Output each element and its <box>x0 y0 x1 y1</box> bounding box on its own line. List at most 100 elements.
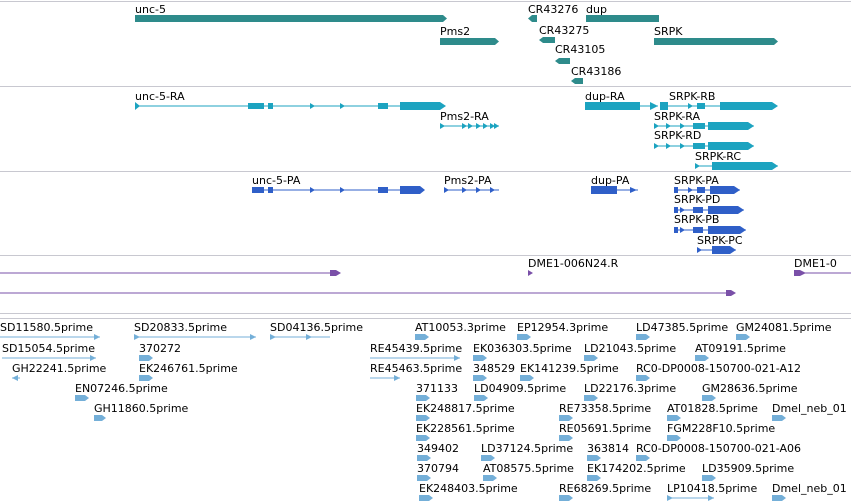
est-gh11860[interactable]: GH11860.5prime <box>94 402 189 421</box>
gene-label-srpk: SRPK <box>654 25 683 38</box>
est-gh22241[interactable]: GH22241.5prime <box>12 362 107 381</box>
transcript-track: unc-5-RA dup-RA SRPK-RB Pms2-RA <box>135 90 778 170</box>
est-371133[interactable]: 371133 <box>416 382 458 401</box>
est-sd20833[interactable]: SD20833.5prime <box>134 321 256 340</box>
est-arrow <box>636 455 650 461</box>
est-370272[interactable]: 370272 <box>139 342 181 361</box>
transcript-feature-pms2-ra[interactable]: Pms2-RA <box>440 110 499 129</box>
est-label-ek174202: EK174202.5prime <box>587 462 686 475</box>
est-track: SD11580.5prime SD20833.5prime SD04136.5p… <box>0 321 847 501</box>
est-rc0-a12[interactable]: RC0-DP0008-150700-021-A12 <box>636 362 801 381</box>
gene-bar-srpk <box>654 38 778 45</box>
protein-feature-srpk-pd[interactable]: SRPK-PD <box>674 193 744 214</box>
est-ek228561[interactable]: EK228561.5prime <box>416 422 515 441</box>
est-363814[interactable]: 363814 <box>587 442 629 461</box>
gene-label-pms2: Pms2 <box>440 25 470 38</box>
est-rc0-a06[interactable]: RC0-DP0008-150700-021-A06 <box>636 442 801 461</box>
exon <box>660 102 668 110</box>
alignment-feature-dme1-partial[interactable]: DME1-0 <box>794 257 851 276</box>
transcript-feature-srpk-rb[interactable]: SRPK-RB <box>660 90 778 110</box>
est-sd15054[interactable]: SD15054.5prime <box>2 342 96 361</box>
est-dmel-neb-2[interactable]: Dmel_neb_01 <box>772 482 847 501</box>
protein-feature-unc-5-pa[interactable]: unc-5-PA <box>252 174 425 194</box>
gene-feature-unc-5[interactable]: unc-5 <box>135 3 447 22</box>
est-ep12954[interactable]: EP12954.3prime <box>517 321 608 340</box>
est-at10053[interactable]: AT10053.3prime <box>415 321 506 340</box>
transcript-feature-srpk-ra[interactable]: SRPK-RA <box>654 110 754 130</box>
est-at01828[interactable]: AT01828.5prime <box>667 402 758 421</box>
alignment-feature-upper[interactable] <box>0 270 341 276</box>
est-at09191[interactable]: AT09191.5prime <box>695 342 786 361</box>
alignment-label-dme1-partial: DME1-0 <box>794 257 837 270</box>
gene-feature-pms2[interactable]: Pms2 <box>440 25 499 45</box>
est-arrow <box>481 455 495 461</box>
est-arrow <box>708 495 714 501</box>
est-sd11580[interactable]: SD11580.5prime <box>0 321 100 340</box>
est-en07246[interactable]: EN07246.5prime <box>75 382 168 401</box>
est-ek248403[interactable]: EK248403.5prime <box>419 482 518 501</box>
protein-feature-pms2-pa[interactable]: Pms2-PA <box>444 174 499 193</box>
est-348529[interactable]: 348529 <box>473 362 515 381</box>
est-ld21043[interactable]: LD21043.5prime <box>584 342 676 361</box>
est-at08575[interactable]: AT08575.5prime <box>483 462 574 481</box>
transcript-label-srpk-rc: SRPK-RC <box>695 150 741 163</box>
est-re68269[interactable]: RE68269.5prime <box>559 482 651 501</box>
est-lp10418[interactable]: LP10418.5prime <box>667 482 758 501</box>
est-re05691[interactable]: RE05691.5prime <box>559 422 651 441</box>
est-ld22176[interactable]: LD22176.3prime <box>584 382 676 401</box>
est-ek248817[interactable]: EK248817.5prime <box>416 402 515 421</box>
alignment-feature-dme1-006n24r[interactable]: DME1-006N24.R <box>528 257 619 276</box>
est-dmel-neb-1[interactable]: Dmel_neb_01 <box>772 402 847 421</box>
est-re45439[interactable]: RE45439.5prime <box>370 342 462 361</box>
gene-feature-cr43275[interactable]: CR43275 <box>539 24 589 43</box>
est-ld37124[interactable]: LD37124.5prime <box>481 442 573 461</box>
alignment-feature-lower[interactable] <box>0 290 736 296</box>
protein-label-srpk-pc: SRPK-PC <box>697 234 743 247</box>
est-gm24081[interactable]: GM24081.5prime <box>736 321 832 340</box>
exon <box>680 123 685 129</box>
exon <box>708 206 744 214</box>
est-fgm228f10[interactable]: FGM228F10.5prime <box>667 422 775 441</box>
gene-feature-cr43276[interactable]: CR43276 <box>528 3 578 22</box>
transcript-label-dup-ra: dup-RA <box>585 90 625 103</box>
est-label-370272: 370272 <box>139 342 181 355</box>
gene-feature-srpk[interactable]: SRPK <box>654 25 778 45</box>
est-ld04909[interactable]: LD04909.5prime <box>474 382 566 401</box>
gene-feature-cr43105[interactable]: CR43105 <box>555 43 605 64</box>
exon <box>252 187 264 193</box>
est-ek246761[interactable]: EK246761.5prime <box>139 362 238 381</box>
transcript-feature-dup-ra[interactable]: dup-RA <box>585 90 658 110</box>
est-sd04136[interactable]: SD04136.5prime <box>270 321 363 340</box>
transcript-feature-unc-5-ra[interactable]: unc-5-RA <box>135 90 446 110</box>
est-arrow <box>416 435 430 441</box>
est-ek036303[interactable]: EK036303.5prime <box>473 342 572 361</box>
est-ek174202[interactable]: EK174202.5prime <box>587 462 686 481</box>
est-ld35909[interactable]: LD35909.5prime <box>702 462 794 481</box>
protein-feature-srpk-pc[interactable]: SRPK-PC <box>697 234 743 254</box>
est-ek141239[interactable]: EK141239.5prime <box>520 362 619 381</box>
gene-feature-cr43186[interactable]: CR43186 <box>571 65 621 84</box>
est-re45463[interactable]: RE45463.5prime <box>370 362 462 381</box>
exon <box>697 247 702 253</box>
est-arrow <box>139 355 153 361</box>
exon <box>708 142 754 150</box>
gene-feature-dup[interactable]: dup <box>586 3 659 22</box>
est-re73358[interactable]: RE73358.5prime <box>559 402 651 421</box>
transcript-feature-srpk-rc[interactable]: SRPK-RC <box>695 150 778 170</box>
protein-label-srpk-pd: SRPK-PD <box>674 193 720 206</box>
protein-feature-srpk-pb[interactable]: SRPK-PB <box>674 213 746 234</box>
est-349402[interactable]: 349402 <box>417 442 459 461</box>
est-label-gh11860: GH11860.5prime <box>94 402 189 415</box>
est-ld47385[interactable]: LD47385.5prime <box>636 321 728 340</box>
est-label-ep12954: EP12954.3prime <box>517 321 608 334</box>
est-370794[interactable]: 370794 <box>417 462 459 481</box>
est-arrow <box>667 435 681 441</box>
exon <box>310 187 315 193</box>
protein-feature-srpk-pa[interactable]: SRPK-PA <box>674 174 740 194</box>
transcript-feature-srpk-rd[interactable]: SRPK-RD <box>654 129 754 150</box>
est-arrow <box>415 334 429 340</box>
exon <box>340 187 345 193</box>
est-label-ek141239: EK141239.5prime <box>520 362 619 375</box>
protein-feature-dup-pa[interactable]: dup-PA <box>591 174 638 194</box>
est-gm28636[interactable]: GM28636.5prime <box>702 382 798 401</box>
